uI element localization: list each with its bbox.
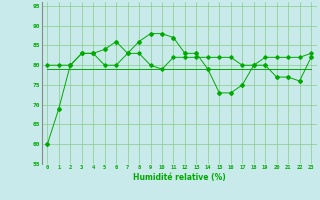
X-axis label: Humidité relative (%): Humidité relative (%) [133,173,226,182]
